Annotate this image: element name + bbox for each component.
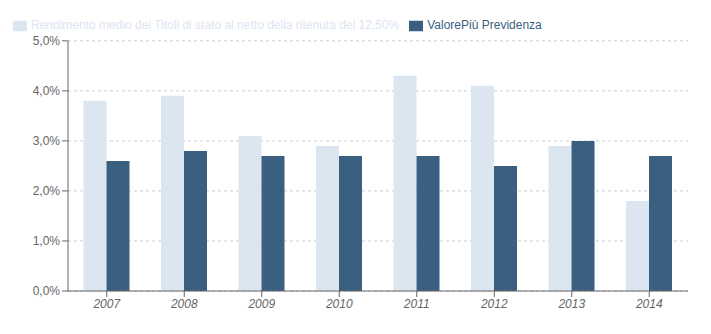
svg-text:2010: 2010 (325, 297, 353, 311)
svg-text:4,0%: 4,0% (33, 84, 61, 98)
svg-text:2013: 2013 (557, 297, 585, 311)
svg-text:2009: 2009 (247, 297, 275, 311)
svg-text:2011: 2011 (403, 297, 430, 311)
svg-text:2008: 2008 (170, 297, 198, 311)
svg-text:2,0%: 2,0% (33, 184, 61, 198)
svg-text:3,0%: 3,0% (33, 134, 61, 148)
svg-text:0,0%: 0,0% (33, 284, 61, 298)
html-text:ValorePiù Previdenza: ValorePiù Previdenza (427, 18, 542, 32)
svg-text:1,0%: 1,0% (33, 234, 61, 248)
svg-text:2012: 2012 (480, 297, 508, 311)
svg-text:5,0%: 5,0% (33, 34, 61, 48)
svg-text:2007: 2007 (92, 297, 121, 311)
html-text:Rendimento medio dei Titoli di: Rendimento medio dei Titoli di stato al … (31, 18, 400, 32)
svg-text:2014: 2014 (635, 297, 663, 311)
